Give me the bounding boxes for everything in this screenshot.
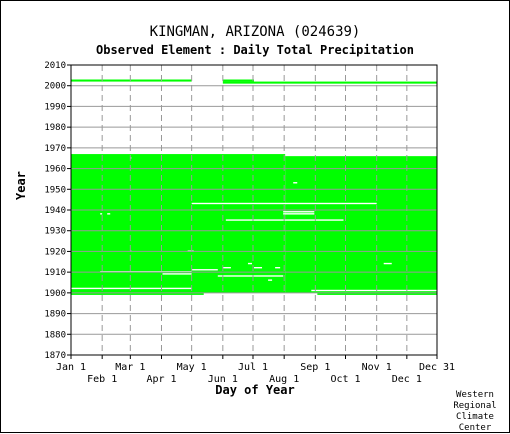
- missing-data-segment: [311, 289, 437, 292]
- data-block: [222, 81, 437, 84]
- missing-data-segment: [100, 213, 103, 215]
- y-tick-label: 1970: [44, 144, 66, 154]
- data-block: [71, 154, 286, 293]
- missing-data-segment: [283, 211, 315, 213]
- credit-line: Regional: [453, 401, 497, 411]
- y-tick-label: 1940: [44, 206, 66, 216]
- x-tick-label: Dec 1: [392, 374, 422, 385]
- missing-data-segment: [107, 213, 111, 215]
- missing-data-segment: [191, 202, 377, 205]
- x-tick-label: May 1: [177, 362, 207, 373]
- missing-data-segment: [225, 219, 344, 221]
- y-tick-label: 1890: [44, 310, 66, 320]
- y-tick-label: 1900: [44, 289, 66, 299]
- x-tick-label: Jul 1: [238, 362, 268, 373]
- x-tick-label: Apr 1: [146, 374, 176, 385]
- x-tick-label: Jun 1: [208, 374, 238, 385]
- credit-block: Western Regional Climate Center: [445, 390, 505, 434]
- missing-data-segment: [191, 269, 218, 271]
- missing-data-segment: [383, 262, 392, 265]
- y-tick-label: 2010: [44, 61, 66, 71]
- x-axis-label: Day of Year: [215, 383, 295, 397]
- missing-data-segment: [222, 267, 231, 269]
- x-tick-label: Dec 31: [419, 362, 455, 373]
- missing-data-segment: [283, 213, 315, 215]
- y-tick-label: 1980: [44, 123, 66, 133]
- credit-line: Center: [458, 423, 492, 433]
- y-tick-label: 2000: [44, 82, 66, 92]
- x-tick-label: Aug 1: [269, 374, 299, 385]
- missing-data-segment: [71, 287, 192, 290]
- data-block: [222, 79, 254, 82]
- missing-data-segment: [268, 279, 273, 281]
- y-tick-label: 1960: [44, 165, 66, 175]
- missing-data-segment: [217, 275, 284, 277]
- x-tick-label: Oct 1: [330, 374, 360, 385]
- data-block: [317, 292, 437, 295]
- x-tick-label: Nov 1: [362, 362, 392, 373]
- missing-data-segment: [254, 267, 263, 269]
- y-tick-label: 1930: [44, 227, 66, 237]
- credit-line: Western: [456, 390, 494, 400]
- missing-data-segment: [130, 157, 132, 159]
- y-tick-label: 1910: [44, 268, 66, 278]
- y-tick-label: 1870: [44, 351, 66, 361]
- missing-data-segment: [275, 267, 281, 269]
- y-tick-label: 1920: [44, 247, 66, 257]
- x-tick-label: Feb 1: [87, 374, 117, 385]
- data-block: [285, 156, 437, 293]
- x-tick-label: Mar 1: [115, 362, 145, 373]
- chart-subtitle: Observed Element : Daily Total Precipita…: [96, 43, 414, 57]
- missing-data-segment: [247, 262, 252, 265]
- x-tick-label: Sep 1: [300, 362, 330, 373]
- data-block: [71, 292, 204, 295]
- missing-data-segment: [162, 273, 192, 275]
- data-block: [71, 79, 192, 82]
- chart-title: KINGMAN, ARIZONA (024639): [149, 24, 361, 40]
- y-tick-label: 1950: [44, 185, 66, 195]
- y-tick-label: 1880: [44, 330, 66, 340]
- x-tick-label: Jan 1: [56, 362, 86, 373]
- missing-data-segment: [293, 182, 298, 184]
- y-tick-label: 1990: [44, 102, 66, 112]
- credit-line: Climate: [456, 412, 494, 422]
- plot-border: [70, 64, 438, 356]
